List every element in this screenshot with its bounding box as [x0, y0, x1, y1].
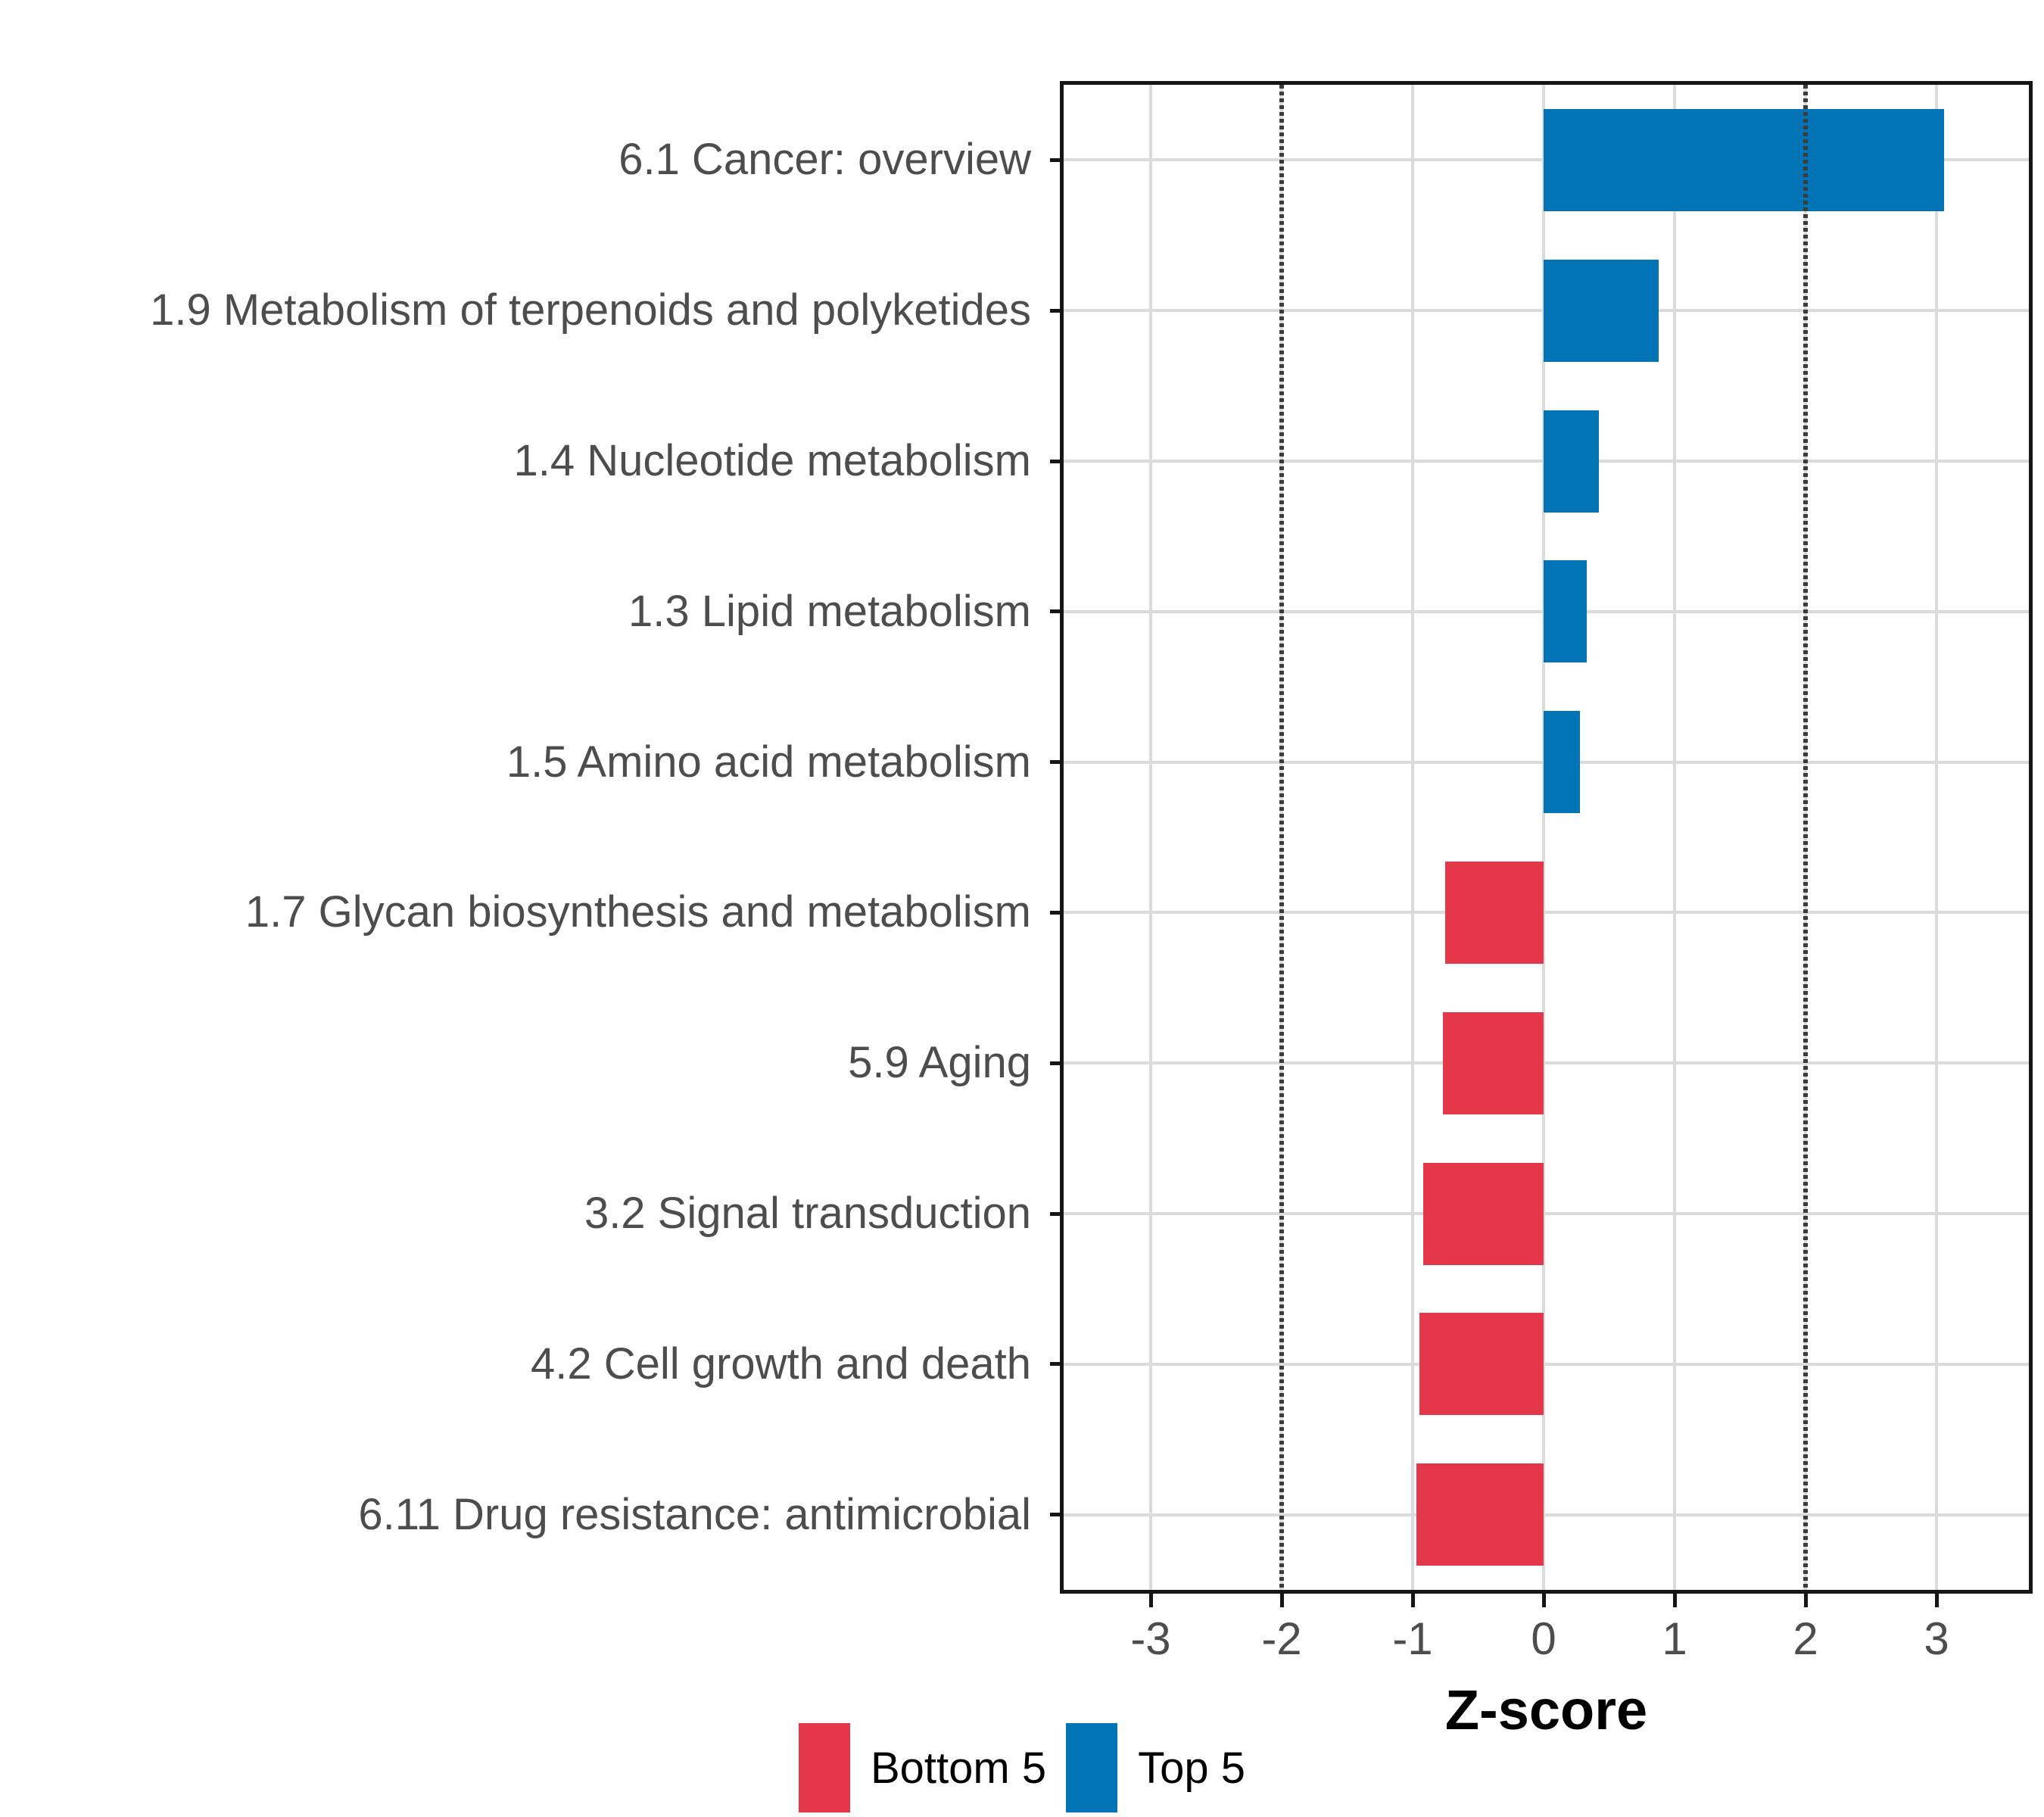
x-tick-label--2: -2 [1261, 1613, 1302, 1664]
y-tick-5 [1050, 760, 1064, 765]
reference-line--2 [1279, 85, 1284, 1590]
x-tick-label-2: 2 [1793, 1613, 1818, 1664]
y-axis-label-4: 1.3 Lipid metabolism [628, 586, 1031, 636]
bar-9 [1419, 1313, 1544, 1416]
legend-swatch-bottom-5 [798, 1723, 850, 1812]
x-tick-label-3: 3 [1924, 1613, 1949, 1664]
y-tick-10 [1050, 1513, 1064, 1517]
gridline-horizontal-10 [1064, 1513, 2029, 1516]
gridline-horizontal-6 [1064, 911, 2029, 915]
y-tick-6 [1050, 910, 1064, 915]
gridline-vertical-0 [1542, 85, 1545, 1590]
gridline-vertical--1 [1411, 85, 1414, 1590]
bar-1 [1544, 108, 1945, 211]
legend-item-top-5: Top 5 [1066, 1723, 1245, 1812]
y-axis-label-9: 4.2 Cell growth and death [531, 1339, 1031, 1388]
legend-item-bottom-5: Bottom 5 [798, 1723, 1047, 1812]
bar-7 [1442, 1011, 1544, 1114]
legend-swatch-top-5 [1066, 1723, 1118, 1812]
x-tick-label-1: 1 [1662, 1613, 1687, 1664]
bar-3 [1544, 410, 1599, 513]
legend: Bottom 5 Top 5 [0, 1719, 2044, 1817]
bar-4 [1544, 560, 1588, 663]
x-tick--2 [1279, 1594, 1284, 1607]
x-tick-0 [1541, 1594, 1546, 1607]
y-tick-3 [1050, 459, 1064, 463]
x-tick-label-0: 0 [1531, 1613, 1556, 1664]
x-axis-title: Z-score [1444, 1678, 1648, 1741]
reference-line-2 [1803, 85, 1808, 1590]
y-axis-label-10: 6.11 Drug resistance: antimicrobial [358, 1489, 1031, 1539]
bar-6 [1445, 861, 1544, 964]
y-tick-2 [1050, 308, 1064, 313]
legend-label-bottom-5: Bottom 5 [870, 1743, 1047, 1793]
y-tick-7 [1050, 1061, 1064, 1065]
y-axis-label-7: 5.9 Aging [848, 1038, 1031, 1088]
gridline-horizontal-8 [1064, 1212, 2029, 1215]
gridline-vertical--3 [1149, 85, 1152, 1590]
x-tick-1 [1672, 1594, 1677, 1607]
y-axis-label-3: 1.4 Nucleotide metabolism [513, 436, 1031, 485]
bar-5 [1544, 711, 1581, 814]
gridline-vertical-1 [1673, 85, 1676, 1590]
bar-8 [1422, 1162, 1544, 1265]
y-axis-label-8: 3.2 Signal transduction [584, 1189, 1031, 1238]
plot-panel [1064, 85, 2029, 1590]
gridline-horizontal-7 [1064, 1061, 2029, 1065]
x-tick-2 [1803, 1594, 1808, 1607]
y-axis-label-5: 1.5 Amino acid metabolism [506, 737, 1031, 787]
y-tick-8 [1050, 1211, 1064, 1216]
y-tick-4 [1050, 609, 1064, 614]
legend-label-top-5: Top 5 [1138, 1743, 1245, 1793]
bar-10 [1416, 1463, 1544, 1566]
x-tick-label--3: -3 [1130, 1613, 1171, 1664]
y-axis-label-2: 1.9 Metabolism of terpenoids and polyket… [150, 285, 1031, 335]
x-tick-label--1: -1 [1392, 1613, 1433, 1664]
gridline-horizontal-9 [1064, 1362, 2029, 1366]
x-tick--1 [1410, 1594, 1415, 1607]
bar-2 [1544, 259, 1659, 362]
y-tick-9 [1050, 1362, 1064, 1367]
y-axis-label-1: 6.1 Cancer: overview [618, 135, 1031, 185]
gridline-vertical-3 [1935, 85, 1938, 1590]
x-tick-3 [1934, 1594, 1939, 1607]
y-tick-1 [1050, 157, 1064, 162]
x-tick--3 [1148, 1594, 1153, 1607]
y-axis-label-6: 1.7 Glycan biosynthesis and metabolism [245, 887, 1031, 937]
